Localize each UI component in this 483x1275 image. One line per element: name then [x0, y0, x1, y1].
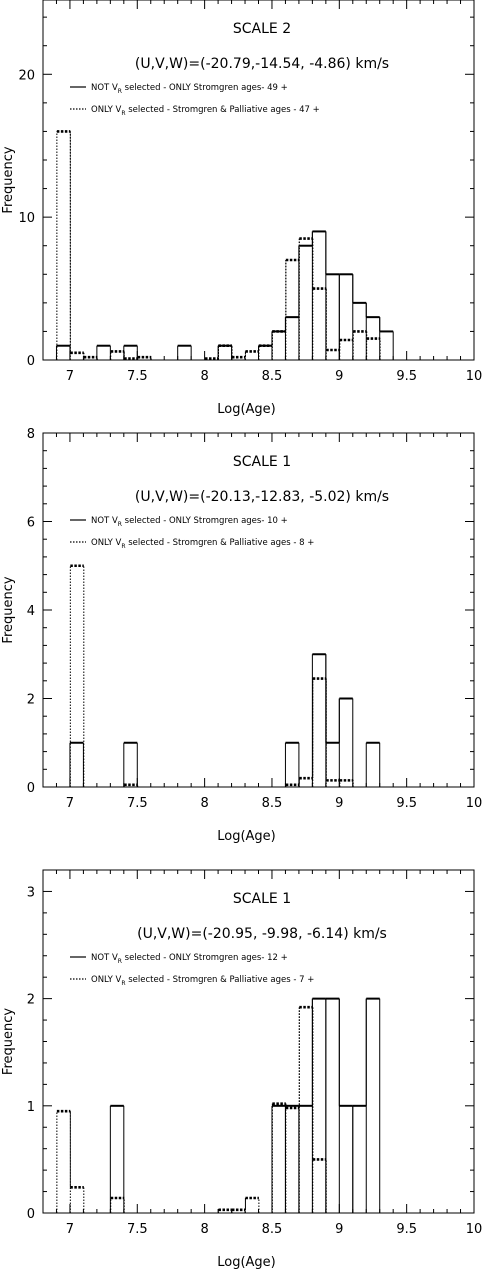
legend-subscript: R: [118, 958, 122, 965]
x-axis-label: Log(Age): [217, 402, 276, 417]
plot-frame: [42, 432, 475, 788]
y-tick-label: 0: [27, 1207, 35, 1222]
y-tick-label: 2: [27, 693, 35, 708]
x-tick-label: 7.5: [127, 1222, 148, 1237]
chart-title: SCALE 1: [233, 454, 291, 470]
legend-entry: ONLY VR selected - Stromgren & Palliativ…: [91, 975, 314, 987]
plot-frame: [42, 869, 475, 1214]
series-dotted: [56, 130, 381, 360]
x-tick-label: 10: [466, 1222, 483, 1237]
x-tick-label: 10: [466, 369, 483, 384]
y-tick-label: 3: [27, 885, 35, 900]
legend-text-pre: NOT V: [91, 516, 118, 526]
y-tick-label: 0: [27, 781, 35, 796]
y-tick-label: 4: [27, 604, 35, 619]
series-dotted: [69, 564, 354, 787]
x-tick-label: 7: [66, 1222, 74, 1237]
legend-subscript: R: [121, 980, 125, 987]
x-axis-label: Log(Age): [217, 829, 276, 844]
x-tick-label: 9: [335, 1222, 343, 1237]
y-tick-label: 20: [18, 68, 35, 83]
series-solid: [69, 653, 381, 787]
chart-title: SCALE 2: [233, 21, 291, 37]
x-tick-label: 9: [335, 369, 343, 384]
y-tick-label: 6: [27, 516, 35, 531]
legend-text-pre: ONLY V: [91, 975, 122, 985]
legend-text-post: selected - ONLY Stromgren ages- 10 +: [122, 516, 288, 526]
chart-panel-1: 7 7.5 8 8.5 9 9.5 10 0 10 20 Log(Age) Frequency SCAL…: [1, 0, 482, 417]
legend-subscript: R: [118, 88, 122, 95]
chart-panel-3: 7 7.5 8 8.5 9 9.5 10 0 1 2 3 Log(Age) Frequency SCALE…: [1, 869, 483, 1270]
plot-frame: [42, 0, 475, 361]
legend-text-pre: NOT V: [91, 83, 118, 93]
legend-entry: NOT VR selected - ONLY Stromgren ages- 4…: [91, 83, 288, 95]
legend-subscript: R: [118, 521, 122, 528]
y-tick-label: 0: [27, 354, 35, 369]
y-axis-label: Frequency: [1, 1008, 16, 1075]
x-tick-label: 7.5: [127, 796, 148, 811]
velocity-annotation: (U,V,W)=(-20.95, -9.98, -6.14) km/s: [137, 926, 387, 942]
x-axis-label: Log(Age): [217, 1255, 276, 1270]
legend-subscript: R: [121, 543, 125, 550]
x-tick-label: 10: [466, 796, 483, 811]
legend-entry: NOT VR selected - ONLY Stromgren ages- 1…: [91, 953, 288, 965]
y-axis-label: Frequency: [1, 576, 16, 643]
legend-text-pre: ONLY V: [91, 105, 122, 115]
x-tick-label: 9.5: [396, 796, 417, 811]
legend-text-post: selected - ONLY Stromgren ages- 12 +: [122, 953, 288, 963]
legend-text-post: selected - Stromgren & Palliative ages -…: [126, 975, 315, 985]
x-tick-label: 8.5: [262, 796, 283, 811]
y-tick-label: 8: [27, 427, 35, 442]
legend-text-pre: ONLY V: [91, 538, 122, 548]
y-axis-label: Frequency: [1, 146, 16, 213]
legend-entry: ONLY VR selected - Stromgren & Palliativ…: [91, 105, 320, 117]
y-tick-label: 10: [18, 211, 35, 226]
x-tick-label: 7: [66, 796, 74, 811]
legend-text-post: selected - Stromgren & Palliative ages -…: [126, 105, 320, 115]
y-tick-label: 1: [27, 1100, 35, 1115]
legend-text-pre: NOT V: [91, 953, 118, 963]
legend-text-post: selected - Stromgren & Palliative ages -…: [126, 538, 315, 548]
x-tick-label: 7.5: [127, 369, 148, 384]
legend-text-post: selected - ONLY Stromgren ages- 49 +: [122, 83, 288, 93]
x-tick-label: 8: [200, 1222, 208, 1237]
x-tick-label: 8.5: [262, 369, 283, 384]
x-tick-label: 8: [200, 796, 208, 811]
series-solid: [55, 230, 394, 360]
legend-entry: ONLY VR selected - Stromgren & Palliativ…: [91, 538, 314, 550]
y-tick-label: 2: [27, 993, 35, 1008]
series-dotted: [56, 1005, 327, 1213]
legend-entry: NOT VR selected - ONLY Stromgren ages- 1…: [91, 516, 288, 528]
velocity-annotation: (U,V,W)=(-20.13,-12.83, -5.02) km/s: [135, 489, 389, 505]
chart-title: SCALE 1: [233, 891, 291, 907]
series-solid: [109, 997, 381, 1213]
x-tick-label: 9.5: [396, 369, 417, 384]
x-tick-label: 7: [66, 369, 74, 384]
x-tick-label: 9.5: [396, 1222, 417, 1237]
velocity-annotation: (U,V,W)=(-20.79,-14.54, -4.86) km/s: [135, 56, 389, 72]
chart-panel-2: 7 7.5 8 8.5 9 9.5 10 0 2 4 6 8 Log(Age) Frequency SCAL…: [1, 427, 482, 844]
x-tick-label: 9: [335, 796, 343, 811]
x-tick-label: 8.5: [262, 1222, 283, 1237]
legend-subscript: R: [121, 110, 125, 117]
x-tick-label: 8: [200, 369, 208, 384]
